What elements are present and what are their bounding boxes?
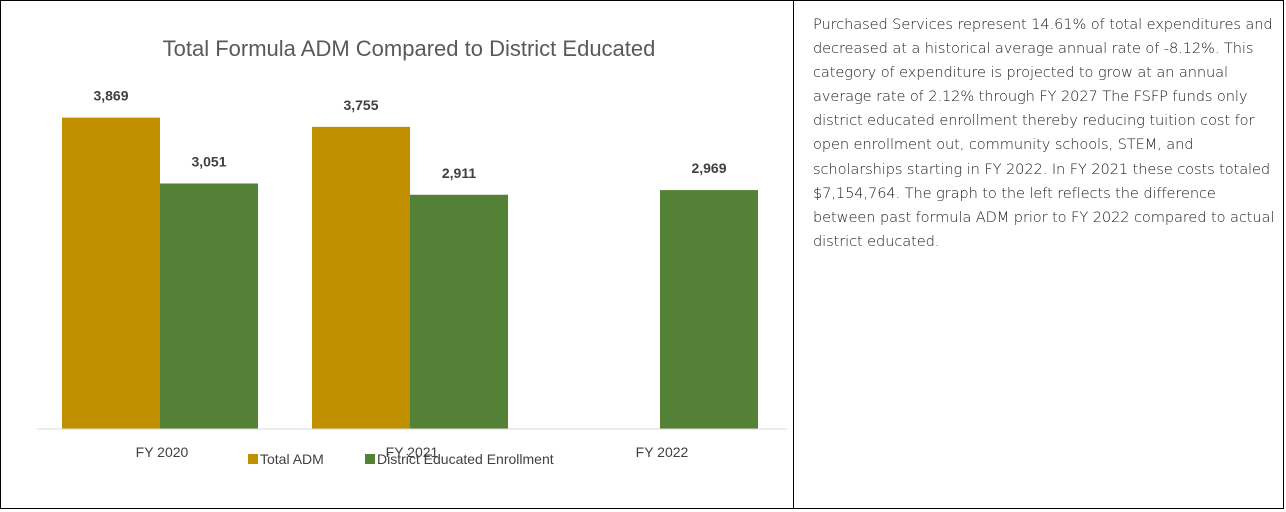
chart-title: Total Formula ADM Compared to District E…	[163, 36, 656, 61]
legend-swatch-district-educated-enrollment	[365, 454, 375, 464]
description-text: Purchased Services represent 14.61% of t…	[813, 16, 1275, 250]
x-tick-label: FY 2021	[386, 444, 439, 460]
x-tick-label: FY 2020	[136, 444, 189, 460]
data-label: 3,051	[191, 153, 226, 169]
legend-swatch-total-adm	[248, 454, 258, 464]
bar-chart: Total Formula ADM Compared to District E…	[37, 36, 787, 467]
data-label: 2,969	[691, 160, 726, 176]
x-tick-label: FY 2022	[636, 444, 689, 460]
bars-group: 3,869 3,051 3,755 2,911 2,969	[62, 88, 758, 429]
bar-total-adm-fy-2021	[312, 126, 410, 429]
legend-label-total-adm: Total ADM	[260, 451, 324, 467]
bar-district-educated-enrollment-fy-2022	[660, 190, 758, 429]
x-axis-ticks: FY 2020 FY 2021 FY 2022	[136, 444, 689, 460]
bar-district-educated-enrollment-fy-2021	[410, 194, 508, 429]
legend-label-district-educated-enrollment: District Educated Enrollment	[377, 451, 554, 467]
bar-district-educated-enrollment-fy-2020	[160, 183, 258, 429]
data-label: 3,755	[343, 97, 378, 113]
bar-total-adm-fy-2020	[62, 117, 160, 429]
data-label: 2,911	[442, 165, 476, 181]
data-label: 3,869	[93, 88, 128, 104]
legend: Total ADM District Educated Enrollment	[248, 451, 554, 467]
chart-panel: Total Formula ADM Compared to District E…	[0, 0, 794, 509]
description-panel: Purchased Services represent 14.61% of t…	[794, 0, 1284, 509]
